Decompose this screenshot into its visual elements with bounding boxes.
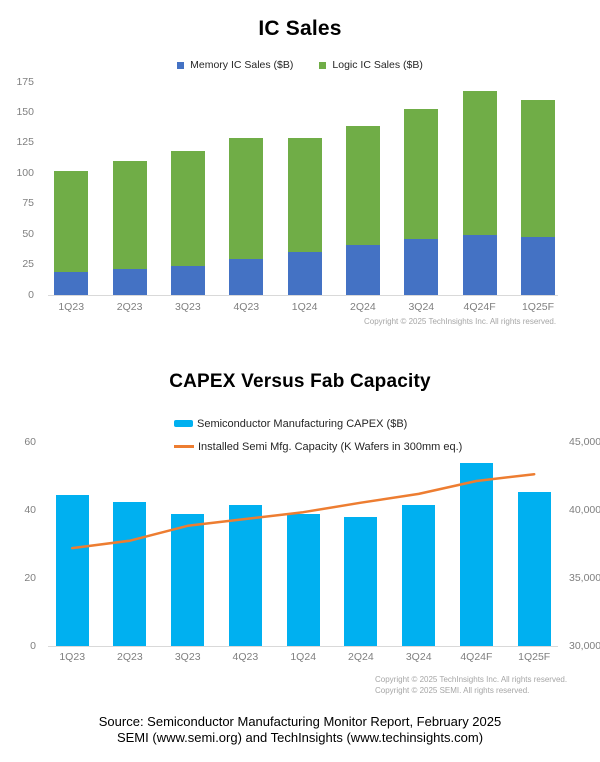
right-axis-tick-label: 40,000 [569, 503, 600, 516]
y-axis-tick-label: 125 [16, 136, 34, 149]
ic-sales-chart-title: IC Sales [258, 17, 342, 40]
source-line-1: Source: Semiconductor Manufacturing Moni… [98, 714, 502, 729]
memory-series-swatch-icon [177, 61, 185, 69]
legend-item-capacity: Installed Semi Mfg. Capacity (K Wafers i… [174, 440, 462, 453]
memory-bar-3Q23 [170, 265, 205, 295]
y-axis-tick-label: 0 [28, 288, 34, 301]
logic-bar-1Q24 [287, 138, 322, 253]
x-axis-line [48, 646, 558, 647]
logic-bar-3Q23 [170, 151, 205, 266]
memory-bar-1Q24 [287, 252, 322, 295]
x-axis-tick-label: 3Q24 [408, 301, 435, 313]
left-axis-tick-label: 40 [24, 503, 36, 516]
ic-sales-copyright: Copyright © 2025 TechInsights Inc. All r… [364, 317, 557, 326]
capex-bar-1Q23 [55, 495, 89, 646]
logic-bar-3Q24 [404, 108, 439, 239]
y-axis-tick-label: 150 [16, 105, 34, 118]
x-axis-tick-label: 4Q23 [232, 651, 259, 663]
memory-bar-2Q23 [112, 269, 147, 295]
x-axis-tick-label: 1Q24 [290, 651, 317, 663]
logic-series-swatch-icon [319, 61, 327, 69]
x-axis-tick-label: 1Q23 [59, 651, 86, 663]
right-axis-tick-label: 35,000 [569, 571, 600, 584]
memory-bar-2Q24 [345, 245, 380, 295]
memory-bar-4Q23 [229, 258, 264, 295]
capacity-line-layer [70, 472, 536, 549]
memory-bar-1Q25F [521, 236, 555, 295]
right-axis-tick-label: 30,000 [569, 639, 600, 652]
x-axis-tick-label: 3Q24 [405, 651, 432, 663]
source-line-2: SEMI (www.semi.org) and TechInsights (ww… [116, 730, 484, 745]
logic-series-label: Logic IC Sales ($B) [332, 59, 423, 71]
x-axis-tick-label: 2Q23 [117, 651, 143, 663]
capex-copyright-line2: Copyright © 2025 SEMI. All rights reserv… [375, 685, 530, 695]
capex-bar-2Q24 [344, 517, 378, 646]
x-axis-tick-label: 1Q25F [521, 301, 555, 313]
y-axis-tick-label: 75 [22, 197, 34, 210]
capex-chart-title: CAPEX Versus Fab Capacity [169, 371, 431, 392]
capacity-line [70, 472, 536, 549]
x-axis-tick-label: 3Q23 [174, 651, 201, 663]
x-axis-line [48, 295, 558, 296]
right-axis-tick-label: 45,000 [569, 436, 600, 448]
legend-item-capex: Semiconductor Manufacturing CAPEX ($B) [174, 417, 407, 430]
legend-item-memory: Memory IC Sales ($B) [177, 59, 293, 71]
capex-series-label: Semiconductor Manufacturing CAPEX ($B) [197, 417, 408, 430]
capex-bar-4Q23 [228, 505, 262, 646]
x-axis-tick-label: 2Q23 [116, 301, 143, 313]
ic-sales-legend: Memory IC Sales ($B) Logic IC Sales ($B) [0, 59, 600, 71]
logic-bar-1Q25F [521, 100, 555, 237]
left-axis-tick-label: 60 [24, 436, 36, 448]
logic-bar-2Q23 [112, 161, 147, 270]
memory-bar-3Q24 [404, 239, 439, 295]
x-axis-tick-label: 2Q24 [348, 651, 374, 663]
y-axis-tick-label: 175 [16, 75, 34, 88]
logic-bar-1Q23 [54, 170, 89, 272]
capacity-series-label: Installed Semi Mfg. Capacity (K Wafers i… [198, 440, 463, 453]
capex-bar-3Q24 [402, 505, 436, 646]
logic-bar-4Q23 [229, 138, 264, 259]
source-note: Source: Semiconductor Manufacturing Moni… [0, 714, 600, 746]
capex-bar-2Q23 [113, 501, 147, 646]
legend-item-logic: Logic IC Sales ($B) [319, 59, 423, 71]
capex-bar-1Q24 [286, 513, 320, 646]
x-axis-tick-label: 4Q23 [233, 301, 260, 313]
memory-series-label: Memory IC Sales ($B) [190, 59, 294, 71]
y-axis-tick-label: 50 [22, 227, 34, 240]
x-axis-tick-label: 4Q24F [460, 651, 493, 663]
x-axis-tick-label: 2Q24 [350, 301, 376, 313]
memory-bar-4Q24F [462, 235, 497, 295]
x-axis-tick-label: 4Q24F [463, 301, 496, 313]
left-axis-tick-label: 0 [30, 639, 36, 652]
capex-series-swatch-icon [174, 420, 193, 427]
left-axis-tick-label: 20 [24, 571, 36, 584]
capex-copyright-line1: Copyright © 2025 TechInsights Inc. All r… [375, 675, 568, 684]
x-axis-tick-label: 1Q25F [518, 651, 551, 663]
y-axis-tick-label: 100 [16, 166, 34, 179]
y-axis-tick-label: 25 [22, 258, 34, 271]
x-axis-tick-label: 1Q23 [58, 301, 85, 313]
capex-bar-1Q25F [517, 491, 551, 646]
x-axis-tick-label: 1Q24 [291, 301, 318, 313]
logic-bar-4Q24F [462, 90, 497, 236]
x-axis-tick-label: 3Q23 [175, 301, 201, 313]
capacity-series-swatch-icon [174, 445, 194, 448]
capex-bar-3Q23 [171, 513, 205, 646]
memory-bar-1Q23 [54, 271, 89, 295]
capex-legend: Semiconductor Manufacturing CAPEX ($B) I… [174, 417, 462, 453]
capex-copyright: Copyright © 2025 TechInsights Inc. All r… [375, 675, 567, 696]
capex-bar-4Q24F [459, 462, 493, 647]
logic-bar-2Q24 [345, 125, 380, 246]
